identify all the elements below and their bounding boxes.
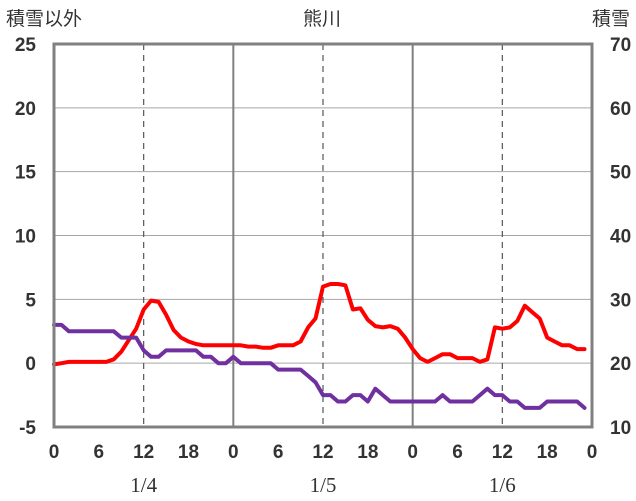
x-tick-label: 6 — [94, 442, 105, 463]
y-left-tick-label: 10 — [15, 227, 36, 248]
y-left-tick-label: 15 — [15, 163, 37, 184]
y-right-tick-label: 60 — [610, 99, 631, 120]
left-axis-title: 積雪以外 — [6, 8, 82, 30]
x-tick-label: 0 — [407, 442, 418, 463]
x-tick-label: 12 — [133, 442, 154, 463]
y-right-tick-label: 40 — [610, 227, 631, 248]
y-right-tick-label: 50 — [610, 163, 631, 184]
x-tick-label: 0 — [587, 442, 598, 463]
gridlines — [54, 43, 592, 428]
y-left-tick-label: 20 — [15, 99, 36, 120]
right-axis-title: 積雪 — [592, 8, 630, 30]
series-line-2 — [52, 322, 587, 410]
plot-frame — [52, 42, 594, 429]
x-tick-label: 18 — [178, 442, 199, 463]
series-line-1 — [52, 282, 587, 367]
x-tick-label: 0 — [228, 442, 239, 463]
y-right-tick-label: 30 — [610, 290, 631, 311]
y-right-tick-label: 10 — [610, 418, 631, 439]
date-label: 1/6 — [489, 473, 516, 497]
date-label: 1/5 — [310, 473, 337, 497]
x-tick-label: 0 — [49, 442, 60, 463]
y-right-tick-label: 20 — [610, 354, 631, 375]
x-tick-label: 12 — [492, 442, 513, 463]
x-tick-label: 18 — [537, 442, 558, 463]
x-tick-label: 6 — [452, 442, 463, 463]
x-tick-label: 6 — [273, 442, 284, 463]
y-left-tick-label: 0 — [25, 354, 36, 375]
y-left-tick-label: -5 — [19, 418, 36, 439]
date-label: 1/4 — [130, 473, 157, 497]
y-left-tick-label: 5 — [25, 290, 36, 311]
series-lines — [52, 282, 587, 410]
y-right-tick-label: 70 — [610, 35, 631, 56]
chart-title: 熊川 — [303, 8, 341, 30]
x-tick-label: 18 — [357, 442, 378, 463]
y-left-tick-label: 25 — [15, 35, 37, 56]
x-tick-label: 12 — [312, 442, 333, 463]
